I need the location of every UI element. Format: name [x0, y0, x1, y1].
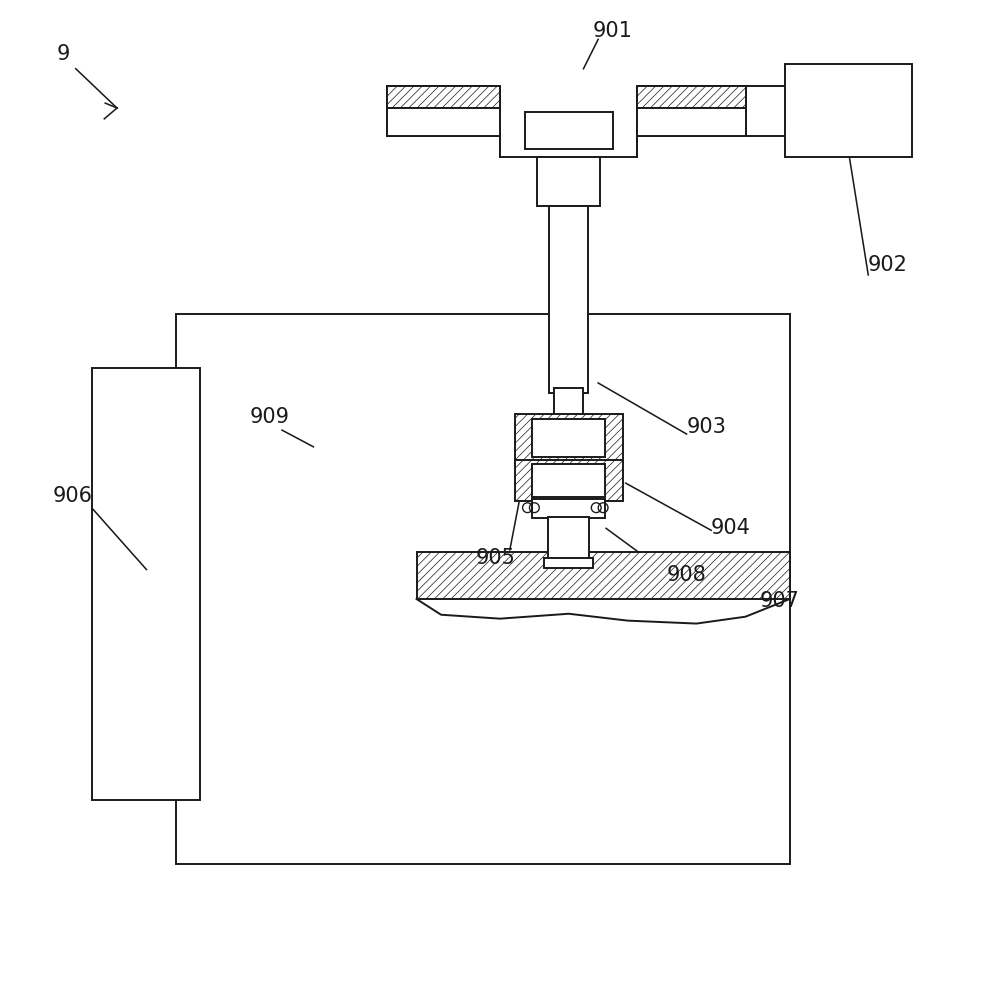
- Bar: [515, 414, 623, 462]
- Bar: [525, 112, 613, 149]
- Bar: [548, 517, 589, 560]
- Text: 9: 9: [56, 44, 70, 64]
- Bar: [176, 314, 790, 864]
- Bar: [92, 368, 200, 800]
- Bar: [785, 64, 912, 157]
- Bar: [387, 108, 500, 136]
- Bar: [417, 552, 790, 599]
- Bar: [515, 460, 623, 501]
- Text: 904: 904: [711, 518, 751, 538]
- Bar: [544, 558, 593, 568]
- Bar: [637, 86, 746, 108]
- Text: 907: 907: [760, 591, 800, 611]
- Bar: [549, 206, 588, 393]
- Text: 906: 906: [53, 486, 93, 506]
- Bar: [532, 464, 605, 497]
- Bar: [537, 157, 600, 206]
- Text: 902: 902: [868, 255, 908, 275]
- Text: 903: 903: [686, 417, 726, 437]
- Bar: [387, 86, 500, 108]
- Bar: [532, 419, 605, 457]
- Bar: [532, 499, 605, 518]
- Text: 905: 905: [475, 548, 515, 568]
- Bar: [637, 108, 746, 136]
- Text: 901: 901: [593, 22, 633, 41]
- Text: 909: 909: [249, 408, 289, 427]
- Text: 908: 908: [667, 566, 706, 585]
- Bar: [554, 388, 583, 417]
